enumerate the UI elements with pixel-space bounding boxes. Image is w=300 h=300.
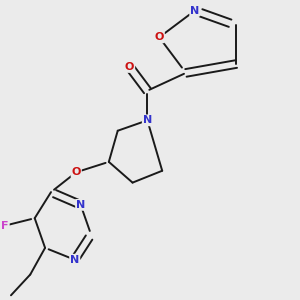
Text: N: N bbox=[76, 200, 85, 210]
Text: O: O bbox=[125, 62, 134, 72]
Text: F: F bbox=[1, 220, 9, 231]
Text: N: N bbox=[190, 6, 200, 16]
Text: N: N bbox=[143, 115, 152, 125]
Text: O: O bbox=[71, 167, 81, 177]
Text: O: O bbox=[154, 32, 164, 42]
Text: N: N bbox=[70, 255, 80, 265]
